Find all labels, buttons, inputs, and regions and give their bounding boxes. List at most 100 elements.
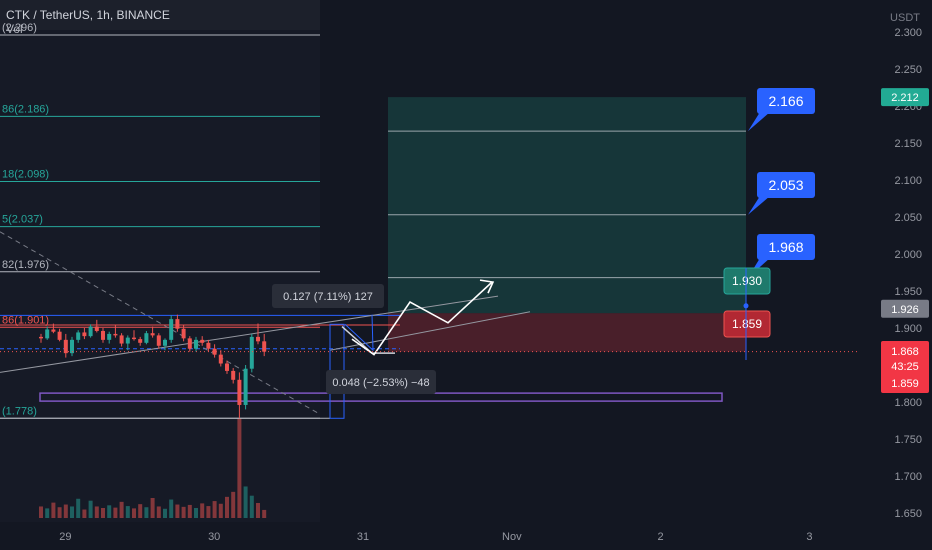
volume-label: Vol	[6, 22, 23, 36]
fib-label: 86(1.901)	[2, 314, 49, 326]
bar-countdown: 43:25	[891, 361, 919, 373]
volume-bar	[169, 499, 174, 518]
candle-body	[88, 326, 93, 337]
volume-bar	[107, 505, 112, 518]
price-tick: 1.900	[894, 323, 922, 335]
price-tick: 2.000	[894, 249, 922, 261]
target-callout-text: 1.968	[768, 239, 803, 255]
time-tick: 2	[658, 531, 664, 543]
last-price-low: 1.859	[891, 378, 919, 390]
volume-bar	[218, 503, 223, 518]
candle-body	[144, 333, 149, 343]
candle-body	[206, 342, 211, 349]
fib-label: (1.778)	[2, 405, 37, 417]
volume-bar	[200, 503, 205, 518]
axis-badge-bg	[881, 88, 929, 107]
axis-badge-text: 2.212	[891, 92, 919, 104]
last-price-bg	[881, 341, 929, 393]
fib-label: 18(2.098)	[2, 168, 49, 180]
price-tick: 1.650	[894, 508, 922, 520]
volume-bar	[231, 491, 236, 518]
price-tick: 1.800	[894, 397, 922, 409]
fib-label: (2.296)	[2, 22, 37, 34]
candle-body	[249, 336, 254, 369]
candle-body	[156, 335, 161, 346]
volume-bar	[237, 418, 242, 518]
price-tick: 1.950	[894, 286, 922, 298]
volume-bar	[113, 507, 118, 518]
candle-body	[138, 339, 143, 343]
position-stop-label: 1.859	[723, 310, 771, 338]
position-target-text: 1.930	[732, 274, 762, 288]
position-handle	[743, 303, 749, 309]
candle-body	[181, 328, 186, 339]
profit-zone	[388, 97, 746, 314]
candle-body	[175, 319, 180, 329]
trend-up-1	[0, 295, 499, 373]
measure-down-label: 0.048 (−2.53%) −48	[326, 370, 436, 394]
last-price-value: 1.868	[891, 346, 919, 358]
target-callout-text: 2.053	[768, 177, 803, 193]
volume-bar	[225, 496, 229, 518]
candle-body	[132, 337, 136, 340]
measure-down-text: 0.048 (−2.53%) −48	[332, 377, 429, 389]
measure-down-bg	[326, 370, 436, 394]
candle-body	[225, 363, 229, 371]
candle-body	[256, 336, 260, 342]
target-callout-pointer	[748, 112, 770, 132]
volume-bar	[119, 501, 124, 518]
candle-body	[237, 379, 242, 405]
measure-up-label: 0.127 (7.11%) 127	[272, 284, 384, 308]
candle-body	[187, 338, 192, 349]
candle-body	[113, 333, 118, 336]
price-tick: 2.300	[894, 27, 922, 39]
volume-bar	[163, 508, 167, 518]
candle-body	[82, 332, 87, 337]
target-callout: 2.053	[748, 172, 815, 215]
target-callout-text: 2.166	[768, 93, 803, 109]
position-stop-text: 1.859	[732, 317, 762, 331]
volume-bar	[51, 502, 56, 518]
range-shade	[0, 0, 320, 522]
candle-body	[107, 333, 112, 340]
time-tick: Nov	[502, 531, 522, 543]
time-tick: 3	[806, 531, 812, 543]
price-tick: 1.700	[894, 471, 922, 483]
projection-arrowhead	[479, 279, 495, 294]
measure-bracket-2	[344, 314, 374, 352]
candle-body	[125, 337, 130, 344]
trend-dashed	[0, 231, 319, 414]
volume-bar	[249, 495, 254, 518]
position-target-bg	[723, 267, 771, 295]
candle-body	[45, 329, 50, 339]
measure-up-bg	[272, 284, 384, 308]
axis-badge-text: 1.926	[891, 304, 919, 316]
volume-bar	[175, 504, 180, 518]
volume-bar	[125, 506, 130, 518]
candle-body	[119, 335, 124, 344]
position-stop-bg	[723, 310, 771, 338]
volume-bar	[70, 506, 74, 518]
symbol-title: CTK / TetherUS, 1h, BINANCE	[6, 8, 170, 22]
currency-label: USDT	[890, 12, 920, 24]
measure-up-text: 0.127 (7.11%) 127	[283, 291, 373, 303]
candle-body	[163, 339, 167, 346]
last-price-badge: 1.868 43:25 1.859	[881, 341, 929, 393]
time-tick: 31	[357, 531, 369, 543]
price-tick: 2.100	[894, 175, 922, 187]
projection-arrow	[351, 281, 493, 356]
candle-body	[231, 370, 236, 380]
price-axis	[860, 0, 932, 550]
candle-body	[57, 331, 62, 340]
volume-bar	[45, 508, 50, 518]
volume-bar	[262, 509, 267, 518]
volume-bar	[187, 504, 192, 518]
trend-up-2	[329, 311, 531, 351]
volume-bar	[144, 507, 149, 518]
candle-body	[194, 339, 198, 349]
candle-body	[150, 333, 155, 336]
volume-bar	[212, 501, 217, 518]
target-callout-bg	[757, 172, 815, 198]
fib-label: 82(1.976)	[2, 259, 49, 271]
